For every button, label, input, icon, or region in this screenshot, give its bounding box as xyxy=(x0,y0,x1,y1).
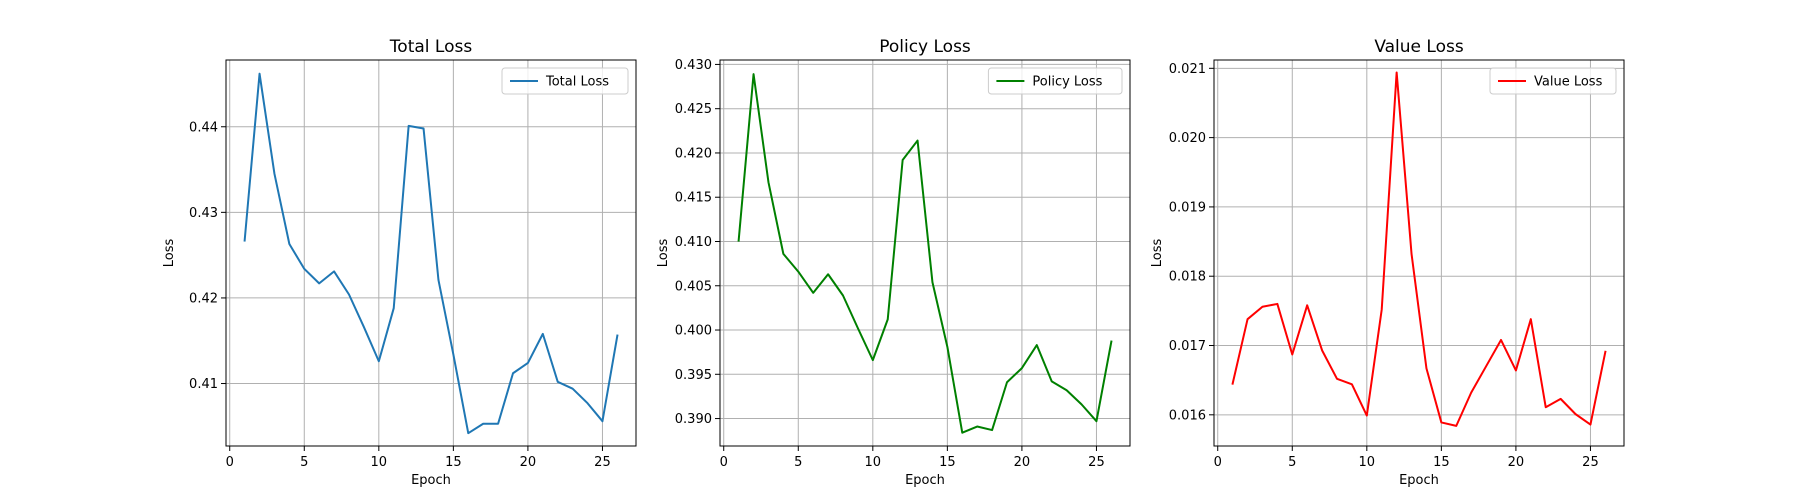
y-tick-label: 0.425 xyxy=(675,102,712,117)
y-tick-label: 0.019 xyxy=(1169,200,1206,215)
y-tick-label: 0.016 xyxy=(1169,408,1206,423)
policy-loss-y-axis-label: Loss xyxy=(656,239,671,268)
y-tick-label: 0.42 xyxy=(189,291,218,306)
total-loss-title: Total Loss xyxy=(389,37,473,57)
x-tick-label: 0 xyxy=(720,455,728,470)
x-tick-label: 25 xyxy=(1582,455,1599,470)
x-tick-label: 10 xyxy=(371,455,388,470)
x-tick-label: 5 xyxy=(1288,455,1296,470)
legend-box xyxy=(1489,67,1617,95)
y-tick-label: 0.400 xyxy=(675,324,712,339)
legend-box xyxy=(501,67,629,95)
x-tick-label: 10 xyxy=(1359,455,1376,470)
value-loss-y-axis-label: Loss xyxy=(1150,239,1165,268)
x-tick-label: 0 xyxy=(1214,455,1222,470)
legend-label: Total Loss xyxy=(545,75,609,90)
value-loss-x-axis-label: Epoch xyxy=(1399,473,1439,488)
x-tick-label: 0 xyxy=(226,455,234,470)
x-tick-label: 20 xyxy=(1508,455,1525,470)
x-tick-label: 5 xyxy=(794,455,802,470)
value-loss-legend: Value Loss xyxy=(1489,67,1617,95)
policy-loss-series-line xyxy=(737,73,1113,434)
policy-loss-title: Policy Loss xyxy=(879,37,971,57)
y-tick-label: 0.41 xyxy=(189,377,218,392)
x-tick-label: 10 xyxy=(865,455,882,470)
y-tick-label: 0.430 xyxy=(675,58,712,73)
legend-box xyxy=(987,67,1123,95)
total-loss-plot-frame xyxy=(225,59,637,447)
y-tick-label: 0.43 xyxy=(189,206,218,221)
total-loss-chart: 0 5 10 15 20 25 0.41 0.42 0.43 0.44 Total Loss Epoc… xyxy=(162,37,637,488)
total-loss-series-line xyxy=(243,72,619,435)
y-tick-label: 0.405 xyxy=(675,279,712,294)
policy-loss-legend: Policy Loss xyxy=(987,67,1123,95)
legend-label: Value Loss xyxy=(1534,75,1603,90)
subplots: 0 5 10 15 20 25 0.41 0.42 0.43 0.44 Total Loss Epoc… xyxy=(162,37,1625,488)
y-tick-label: 0.020 xyxy=(1169,131,1206,146)
legend-label: Policy Loss xyxy=(1032,75,1102,90)
x-tick-label: 20 xyxy=(1014,455,1031,470)
total-loss-x-axis-label: Epoch xyxy=(411,473,451,488)
x-tick-label: 5 xyxy=(300,455,308,470)
x-tick-label: 15 xyxy=(445,455,462,470)
y-tick-label: 0.018 xyxy=(1169,270,1206,285)
x-tick-label: 25 xyxy=(1088,455,1105,470)
policy-loss-plot-frame xyxy=(719,59,1131,447)
value-loss-plot-frame xyxy=(1213,59,1625,447)
y-tick-label: 0.415 xyxy=(675,191,712,206)
x-tick-label: 15 xyxy=(939,455,956,470)
y-tick-label: 0.017 xyxy=(1169,339,1206,354)
policy-loss-x-axis-label: Epoch xyxy=(905,473,945,488)
total-loss-legend: Total Loss xyxy=(501,67,629,95)
x-tick-label: 25 xyxy=(594,455,611,470)
y-tick-label: 0.420 xyxy=(675,146,712,161)
y-tick-label: 0.395 xyxy=(675,368,712,383)
y-tick-label: 0.410 xyxy=(675,235,712,250)
value-loss-chart: 0 5 10 15 20 25 0.016 0.017 0.018 0.019 0.020 0.021… xyxy=(1150,37,1625,488)
y-tick-label: 0.44 xyxy=(189,120,218,135)
value-loss-title: Value Loss xyxy=(1374,37,1464,57)
value-loss-series-line xyxy=(1231,71,1607,427)
total-loss-y-axis-label: Loss xyxy=(162,239,177,268)
y-tick-label: 0.390 xyxy=(675,412,712,427)
policy-loss-chart: 0 5 10 15 20 25 0.390 0.395 0.400 0.405 0.410 0.415… xyxy=(656,37,1131,488)
x-tick-label: 15 xyxy=(1433,455,1450,470)
x-tick-label: 20 xyxy=(520,455,537,470)
y-tick-label: 0.021 xyxy=(1169,62,1206,77)
